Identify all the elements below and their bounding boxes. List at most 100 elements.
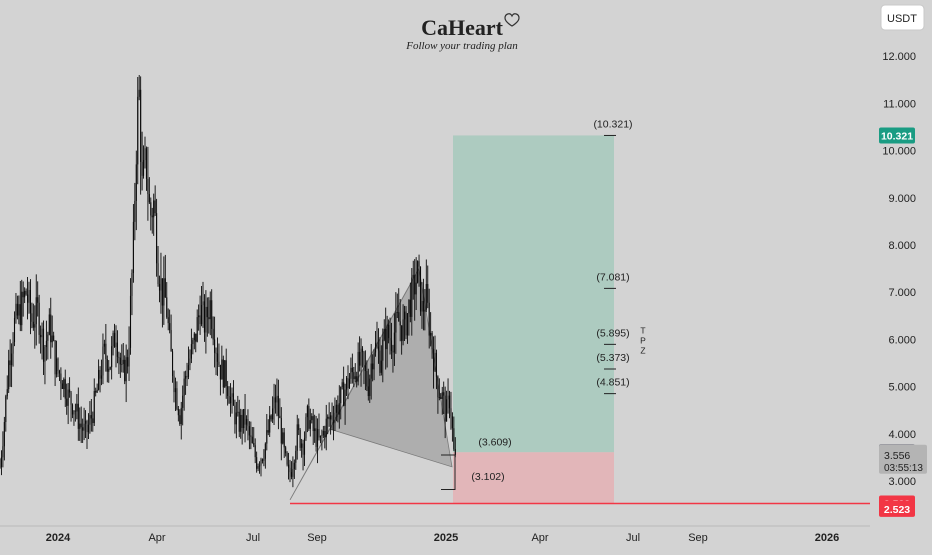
candle-body <box>15 303 17 319</box>
candle-body <box>261 459 263 461</box>
countdown-timer: 03:55:13 <box>884 463 923 474</box>
candle-body <box>392 350 394 353</box>
stop-zone <box>453 452 614 504</box>
candle-body <box>195 333 197 342</box>
candle-body <box>260 459 262 466</box>
candle-body <box>225 360 227 387</box>
candle-body <box>53 335 55 341</box>
candle-body <box>206 306 208 318</box>
candle-body <box>257 466 259 469</box>
candle-body <box>29 289 31 314</box>
candle-body <box>2 446 4 458</box>
candle-body <box>86 421 88 433</box>
candle-body <box>22 291 24 298</box>
candle-body <box>185 375 187 379</box>
x-tick-label: 2024 <box>46 532 71 544</box>
candle-body <box>8 360 10 390</box>
current-price-box <box>879 444 927 474</box>
candle-body <box>272 408 274 420</box>
target-zone <box>453 135 614 453</box>
candle-body <box>35 297 37 325</box>
candle-body <box>302 443 304 455</box>
candle-body <box>446 399 448 422</box>
candle-body <box>331 415 333 421</box>
candle-body <box>402 319 404 341</box>
candle-body <box>216 353 219 362</box>
candle-body <box>290 472 292 477</box>
candle-body <box>437 376 439 398</box>
candle-body <box>430 332 432 336</box>
candle-body <box>0 457 3 468</box>
currency-button[interactable]: USDT <box>880 4 925 31</box>
candle-body <box>54 340 56 375</box>
x-tick-label: 2026 <box>815 532 839 544</box>
candle-body <box>273 397 275 409</box>
candle-body <box>172 351 174 376</box>
candle-body <box>161 278 163 306</box>
candle-body <box>137 96 139 165</box>
candle-body <box>16 303 18 316</box>
level-label: (3.609) <box>478 436 511 448</box>
y-tick-label: 11.000 <box>883 98 916 110</box>
candle-body <box>38 302 40 335</box>
candle-body <box>241 414 243 428</box>
candle-body <box>386 324 388 350</box>
candle-body <box>135 164 137 201</box>
candle-body <box>322 430 324 436</box>
candle-body <box>303 438 306 455</box>
candle-body <box>205 306 207 333</box>
candle-body <box>173 375 175 393</box>
candle-body <box>47 334 49 341</box>
candle-body <box>398 312 400 322</box>
x-tick-label: Apr <box>148 532 165 544</box>
level-label: (7.081) <box>596 271 629 283</box>
candle-body <box>164 278 166 298</box>
candle-body <box>343 382 345 406</box>
candle-body <box>69 389 71 393</box>
candle-body <box>5 396 7 423</box>
price-tag-text: 2.523 <box>884 504 910 516</box>
candle-body <box>208 317 210 320</box>
candle-body <box>276 395 278 403</box>
candle-body <box>143 160 145 176</box>
watermark-tagline: Follow your trading plan <box>405 40 518 52</box>
candle-body <box>383 329 385 340</box>
candle-body <box>274 397 277 403</box>
candle-body <box>170 330 172 352</box>
candle-body <box>325 418 327 438</box>
candle-body <box>396 312 398 313</box>
candle-body <box>169 323 171 331</box>
y-tick-label: 5.000 <box>888 382 916 394</box>
candle-body <box>77 403 79 429</box>
candle-body <box>116 342 118 357</box>
candle-body <box>443 392 445 396</box>
candle-body <box>154 200 156 214</box>
x-tick-label: Sep <box>688 532 708 544</box>
candle-body <box>174 388 176 393</box>
candle-body <box>373 352 375 370</box>
candle-body <box>212 328 214 340</box>
candle-body <box>132 221 134 273</box>
candle-body <box>27 294 29 303</box>
candle-body <box>401 325 403 341</box>
candle-body <box>196 317 198 342</box>
candle-body <box>103 343 105 347</box>
candle-body <box>106 359 108 372</box>
candle-body <box>321 435 323 437</box>
candle-body <box>334 412 336 424</box>
candle-body <box>147 178 149 195</box>
candle-body <box>363 352 365 366</box>
candle-body <box>144 148 146 161</box>
candle-body <box>211 300 213 329</box>
candle-body <box>85 421 87 424</box>
candle-body <box>356 376 358 382</box>
candle-body <box>193 333 195 341</box>
candle-body <box>308 406 310 429</box>
candle-body <box>286 453 288 465</box>
candle-body <box>419 266 422 312</box>
candle-body <box>167 317 169 324</box>
candle-body <box>148 194 150 203</box>
candle-body <box>298 424 300 431</box>
candle-body <box>151 215 153 218</box>
candle-body <box>385 329 387 350</box>
